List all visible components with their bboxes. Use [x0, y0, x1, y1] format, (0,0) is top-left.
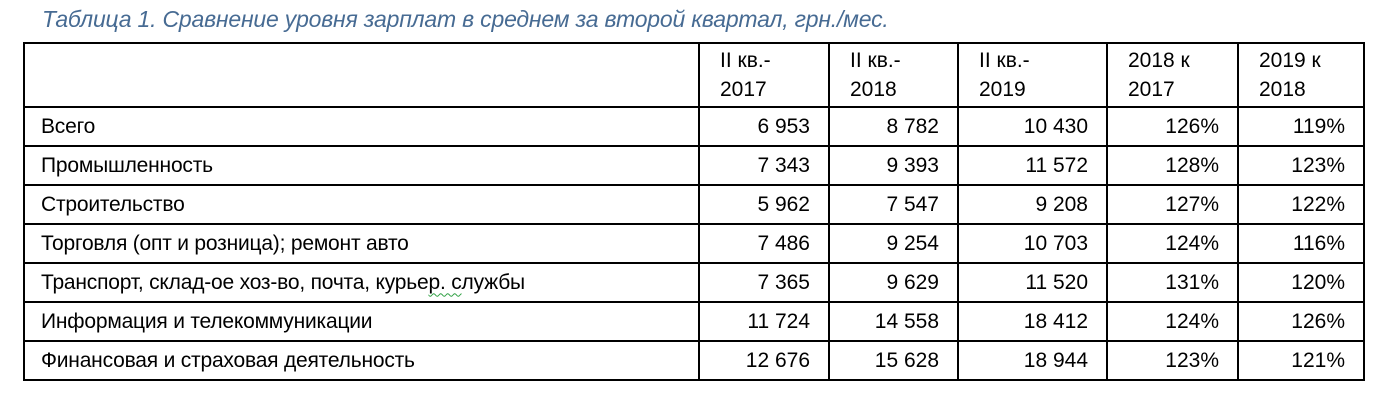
header-cell-empty: [23, 42, 700, 108]
spellcheck-squiggle: р. с: [428, 270, 462, 294]
cell-value: 11 572: [957, 145, 1108, 186]
header-cell-q2-2017: II кв.- 2017: [698, 42, 830, 108]
cell-value: 121%: [1237, 340, 1365, 381]
cell-value: 124%: [1106, 301, 1239, 342]
cell-value: 128%: [1106, 145, 1239, 186]
header-row: II кв.- 2017 II кв.- 2018 II кв.- 2019 2…: [23, 42, 1365, 108]
cell-value: 7 343: [698, 145, 830, 186]
salary-table-body: Всего 6 953 8 782 10 430 126% 119% Промышленно…: [23, 106, 1365, 381]
table-row: Строительство 5 962 7 547 9 208 127% 122%: [23, 184, 1365, 225]
cell-value: 5 962: [698, 184, 830, 225]
cell-value: 14 558: [828, 301, 959, 342]
cell-value: 120%: [1237, 262, 1365, 303]
table-row: Всего 6 953 8 782 10 430 126% 119%: [23, 106, 1365, 147]
table-row: Финансовая и страховая деятельность 12 67…: [23, 340, 1365, 381]
cell-value: 10 703: [957, 223, 1108, 264]
cell-value: 126%: [1106, 106, 1239, 147]
row-label: Строительство: [23, 184, 700, 225]
cell-value: 15 628: [828, 340, 959, 381]
cell-value: 10 430: [957, 106, 1108, 147]
cell-value: 9 393: [828, 145, 959, 186]
row-label: Финансовая и страховая деятельность: [23, 340, 700, 381]
row-label: Промышленность: [23, 145, 700, 186]
cell-value: 124%: [1106, 223, 1239, 264]
cell-value: 123%: [1106, 340, 1239, 381]
salary-comparison-table: II кв.- 2017 II кв.- 2018 II кв.- 2019 2…: [23, 42, 1365, 381]
cell-value: 9 629: [828, 262, 959, 303]
cell-value: 7 486: [698, 223, 830, 264]
cell-value: 127%: [1106, 184, 1239, 225]
cell-value: 122%: [1237, 184, 1365, 225]
cell-value: 116%: [1237, 223, 1365, 264]
table-row: Промышленность 7 343 9 393 11 572 128% 123%: [23, 145, 1365, 186]
table-row: Информация и телекоммуникации 11 724 14 55…: [23, 301, 1365, 342]
row-label: Информация и телекоммуникации: [23, 301, 700, 342]
header-cell-2018-vs-2017: 2018 к 2017: [1106, 42, 1239, 108]
cell-value: 11 520: [957, 262, 1108, 303]
cell-value: 6 953: [698, 106, 830, 147]
cell-value: 7 365: [698, 262, 830, 303]
cell-value: 9 208: [957, 184, 1108, 225]
cell-value: 131%: [1106, 262, 1239, 303]
row-label: Торговля (опт и розница); ремонт авто: [23, 223, 700, 264]
cell-value: 11 724: [698, 301, 830, 342]
header-cell-q2-2019: II кв.- 2019: [957, 42, 1108, 108]
cell-value: 126%: [1237, 301, 1365, 342]
header-cell-q2-2018: II кв.- 2018: [828, 42, 959, 108]
table-row: Транспорт, склад-ое хоз-во, почта, курье…: [23, 262, 1365, 303]
row-label: Транспорт, склад-ое хоз-во, почта, курье…: [23, 262, 700, 303]
cell-value: 18 412: [957, 301, 1108, 342]
cell-value: 119%: [1237, 106, 1365, 147]
cell-value: 9 254: [828, 223, 959, 264]
row-label: Всего: [23, 106, 700, 147]
cell-value: 8 782: [828, 106, 959, 147]
cell-value: 7 547: [828, 184, 959, 225]
table-caption: Таблица 1. Сравнение уровня зарплат в ср…: [42, 6, 889, 32]
table-row: Торговля (опт и розница); ремонт авто 7 4…: [23, 223, 1365, 264]
cell-value: 12 676: [698, 340, 830, 381]
cell-value: 123%: [1237, 145, 1365, 186]
cell-value: 18 944: [957, 340, 1108, 381]
header-cell-2019-vs-2018: 2019 к 2018: [1237, 42, 1365, 108]
